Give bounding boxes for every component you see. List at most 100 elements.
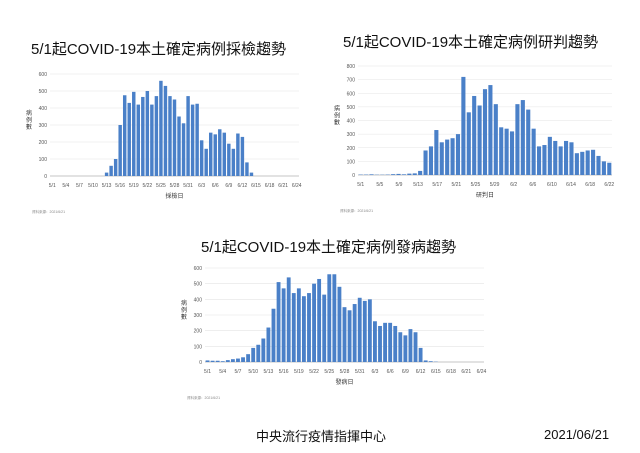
bar xyxy=(342,307,347,362)
x-tick-label: 5/16 xyxy=(279,369,289,375)
y-tick-label: 300 xyxy=(194,313,203,319)
x-tick-label: 6/15 xyxy=(431,369,441,375)
footer-date: 2021/06/21 xyxy=(544,427,610,442)
x-tick-label: 6/18 xyxy=(585,182,595,188)
bar xyxy=(141,96,145,176)
bar xyxy=(439,142,444,175)
y-tick-label: 100 xyxy=(347,159,356,165)
y-tick-label: 400 xyxy=(194,297,203,303)
bar xyxy=(418,170,423,175)
x-tick-label: 5/19 xyxy=(294,369,304,375)
bar xyxy=(450,138,455,175)
bar xyxy=(163,85,168,176)
bar xyxy=(531,128,536,175)
chart-1-title: 5/1起COVID-19本土確定病例採檢趨勢 xyxy=(31,41,287,58)
y-tick-label: 200 xyxy=(347,146,356,152)
bar xyxy=(596,155,601,175)
x-axis-label: 研判日 xyxy=(476,191,494,199)
bar xyxy=(434,130,439,175)
bar xyxy=(373,321,377,362)
x-tick-label: 5/13 xyxy=(413,182,423,188)
x-tick-label: 5/28 xyxy=(340,369,350,375)
bar xyxy=(301,296,306,362)
x-tick-label: 6/21 xyxy=(461,369,471,375)
bar xyxy=(536,146,542,175)
y-tick-label: 200 xyxy=(39,140,48,146)
footer-org: 中央流行疫情指揮中心 xyxy=(256,429,387,444)
bar xyxy=(231,148,236,176)
bar xyxy=(337,286,342,362)
bar xyxy=(520,100,525,175)
bar xyxy=(317,278,322,362)
bar xyxy=(296,288,301,362)
bar xyxy=(461,76,466,175)
y-axis-label: 病例數 xyxy=(334,105,340,127)
bar xyxy=(172,99,177,176)
x-tick-label: 5/10 xyxy=(248,369,258,375)
bar xyxy=(159,80,163,176)
bar xyxy=(240,136,245,176)
bar xyxy=(515,104,520,175)
chart-3-title: 5/1起COVID-19本土確定病例發病趨勢 xyxy=(201,239,457,256)
bar xyxy=(210,360,215,362)
bar xyxy=(154,96,159,176)
x-tick-label: 5/17 xyxy=(432,182,442,188)
bar xyxy=(145,91,150,176)
bar xyxy=(558,146,563,175)
bar xyxy=(472,95,477,175)
x-tick-label: 6/12 xyxy=(238,183,248,189)
y-tick-label: 200 xyxy=(194,329,203,335)
x-tick-label: 6/15 xyxy=(251,183,261,189)
x-tick-label: 6/6 xyxy=(529,182,536,188)
x-tick-label: 5/1 xyxy=(357,182,364,188)
bar xyxy=(236,358,240,362)
bar xyxy=(291,293,296,362)
bar xyxy=(215,360,220,362)
bar xyxy=(208,132,213,176)
x-tick-label: 5/7 xyxy=(76,183,83,189)
x-tick-label: 5/1 xyxy=(49,183,56,189)
bar xyxy=(205,360,210,362)
bar xyxy=(222,132,227,176)
x-tick-label: 6/6 xyxy=(212,183,219,189)
bar xyxy=(362,300,367,362)
bar xyxy=(181,123,186,176)
bar xyxy=(256,344,261,362)
bar xyxy=(281,288,286,362)
chart-1-svg: 0 100 200 300 400 500 600 5/1 5/4 5/7 5/10 5/13 5/16… xyxy=(26,72,302,214)
y-tick-label: 800 xyxy=(347,64,356,70)
bar xyxy=(312,283,316,362)
bar xyxy=(413,332,418,362)
x-tick-label: 5/28 xyxy=(170,183,180,189)
bar xyxy=(195,103,199,176)
bar xyxy=(249,172,254,176)
bar xyxy=(504,128,509,175)
bar xyxy=(428,361,433,362)
x-tick-label: 6/3 xyxy=(371,369,378,375)
bar xyxy=(225,360,230,362)
x-tick-label: 5/25 xyxy=(324,369,334,375)
x-tick-label: 5/16 xyxy=(115,183,125,189)
y-tick-label: 300 xyxy=(347,132,356,138)
y-axis-label: 病例數 xyxy=(26,109,32,131)
bar xyxy=(393,325,398,362)
x-tick-label: 6/9 xyxy=(225,183,232,189)
x-tick-label: 5/22 xyxy=(309,369,319,375)
bar xyxy=(347,310,352,362)
x-tick-label: 6/2 xyxy=(510,182,517,188)
bar xyxy=(276,282,281,362)
x-tick-label: 6/12 xyxy=(416,369,426,375)
bar xyxy=(246,354,251,362)
bar xyxy=(412,173,417,175)
bar xyxy=(585,150,590,175)
bar xyxy=(408,329,413,362)
bar xyxy=(150,104,154,176)
bar xyxy=(403,335,408,362)
bar xyxy=(378,325,382,362)
bar xyxy=(455,134,461,175)
bar xyxy=(241,357,245,362)
x-tick-label: 5/9 xyxy=(395,182,402,188)
y-axis-label: 病例數 xyxy=(181,299,187,321)
y-tick-label: 600 xyxy=(347,91,356,97)
y-tick-label: 600 xyxy=(39,72,48,78)
